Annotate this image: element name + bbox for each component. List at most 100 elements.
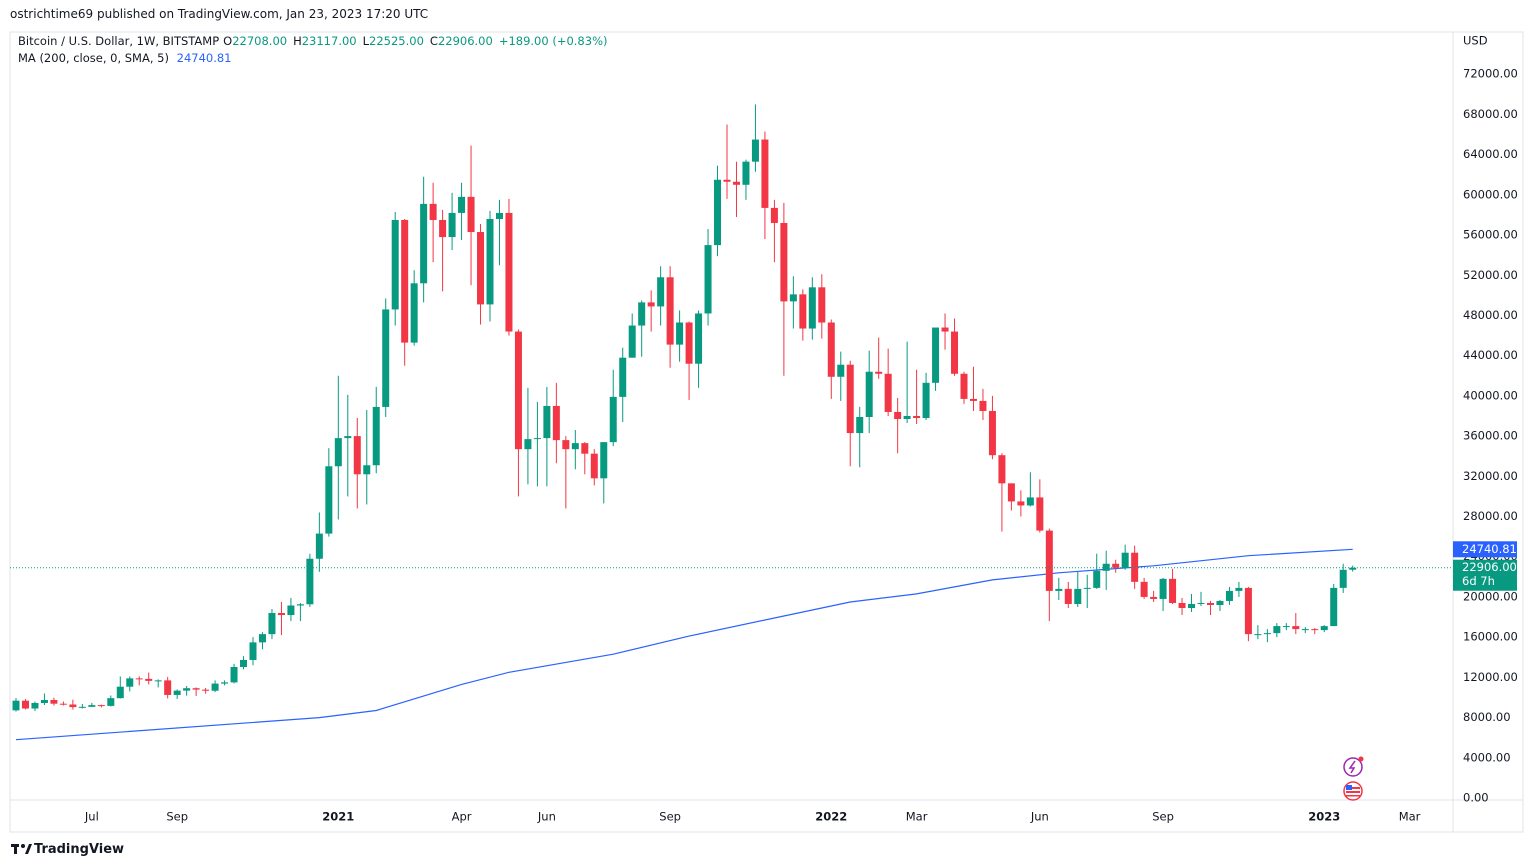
candle-body <box>685 322 693 364</box>
icons <box>1343 756 1364 801</box>
candle-body <box>894 411 902 420</box>
candle-body <box>183 688 191 691</box>
candle-body <box>315 533 323 559</box>
ohlc-key: H <box>293 34 302 48</box>
candle-body <box>951 331 959 374</box>
x-tick-label: Sep <box>659 810 681 824</box>
candle-body <box>808 287 816 329</box>
x-tick-label: Jun <box>537 810 556 824</box>
candle-body <box>732 181 740 185</box>
candle-body <box>960 373 968 399</box>
candle-body <box>609 396 617 443</box>
ohlc-key: L <box>362 34 370 48</box>
candle-body <box>230 667 238 683</box>
candle-body <box>135 678 143 680</box>
candle-body <box>40 699 48 703</box>
candle-body <box>1102 563 1110 571</box>
candle-body <box>922 382 930 419</box>
candle-body <box>12 700 20 711</box>
x-tick-label: Sep <box>1152 810 1174 824</box>
candle-body <box>1320 626 1328 631</box>
candle-body <box>638 302 646 326</box>
candle-body <box>287 605 295 616</box>
legend: Bitcoin / U.S. Dollar, 1W, BITSTAMP O2270… <box>18 34 607 48</box>
candle-body <box>372 406 380 466</box>
y-tick-label: 12000.00 <box>1463 670 1518 684</box>
candle-body <box>164 680 172 695</box>
candle-body <box>420 203 428 284</box>
y-tick-label: 68000.00 <box>1463 107 1518 121</box>
candle-body <box>1282 626 1290 628</box>
publisher: ostrichtime69 published on TradingView.c… <box>10 7 429 21</box>
x-tick-label: Jul <box>84 810 99 824</box>
candle-body <box>97 705 105 707</box>
candle-body <box>1311 629 1319 631</box>
candle-body <box>296 604 304 606</box>
change: +189.00 (+0.83%) <box>498 34 608 48</box>
candle-body <box>107 698 115 706</box>
y-tick-label: 52000.00 <box>1463 268 1518 282</box>
candle-body <box>1055 588 1063 591</box>
candle-body <box>932 327 940 383</box>
candle-body <box>695 313 703 364</box>
candle-body <box>543 405 551 439</box>
ma-name: MA (200, close, 0, SMA, 5) <box>18 51 169 65</box>
ohlc-value: 22525.00 <box>369 34 424 48</box>
candle-body <box>116 686 124 699</box>
candle-body <box>913 415 921 419</box>
candle-body <box>628 325 636 358</box>
candle-body <box>1206 602 1214 605</box>
candle-body <box>562 440 570 450</box>
candle-body <box>1074 588 1082 604</box>
candle-body <box>1159 578 1167 599</box>
y-tick-label: 72000.00 <box>1463 67 1518 81</box>
last-price-tag <box>1453 559 1517 591</box>
candle-body <box>1188 603 1196 608</box>
candle-body <box>856 417 864 434</box>
last-price-label: 22906.00 <box>1462 560 1517 574</box>
candle-body <box>391 219 399 310</box>
candle-body <box>1140 581 1148 597</box>
candle-body <box>1349 567 1357 570</box>
candle-body <box>477 232 485 305</box>
candle-body <box>1339 569 1347 588</box>
y-tick-label: 4000.00 <box>1463 750 1511 764</box>
ohlc: O22708.00 H23117.00 L22525.00 C22906.00 <box>219 34 493 48</box>
candle-body <box>505 212 513 332</box>
candle-body <box>50 699 58 704</box>
candle-body <box>723 179 731 182</box>
candle-body <box>647 302 655 307</box>
candle-body <box>1216 600 1224 605</box>
candle-body <box>154 680 162 682</box>
candle-body <box>1045 530 1053 591</box>
candle-body <box>1254 634 1262 636</box>
candle-body <box>31 702 39 709</box>
candle-body <box>799 294 807 329</box>
brand: TradingView <box>34 842 125 857</box>
y-tick-label: 32000.00 <box>1463 469 1518 483</box>
x-tick-label: Mar <box>906 810 928 824</box>
x-tick-label: Sep <box>166 810 188 824</box>
logo <box>11 844 32 854</box>
candle-body <box>884 373 892 412</box>
candle-body <box>846 364 854 434</box>
candle-body <box>192 688 200 690</box>
ma-line <box>15 548 1353 741</box>
candle-body <box>837 364 845 377</box>
candle-body <box>941 327 949 332</box>
candle-body <box>1197 602 1205 604</box>
candle-body <box>306 558 314 605</box>
candle-body <box>1330 587 1338 627</box>
candle-body <box>533 438 541 440</box>
candle-body <box>88 705 96 707</box>
y-tick-label: 64000.00 <box>1463 147 1518 161</box>
y-tick-label: 0.00 <box>1463 790 1489 804</box>
candle-body <box>514 331 522 450</box>
candle-body <box>590 453 598 479</box>
candle-body <box>1235 587 1243 591</box>
candle-body <box>524 439 532 450</box>
candle-body <box>325 466 333 534</box>
ohlc-value: 23117.00 <box>301 34 357 48</box>
candle-body <box>268 613 276 635</box>
